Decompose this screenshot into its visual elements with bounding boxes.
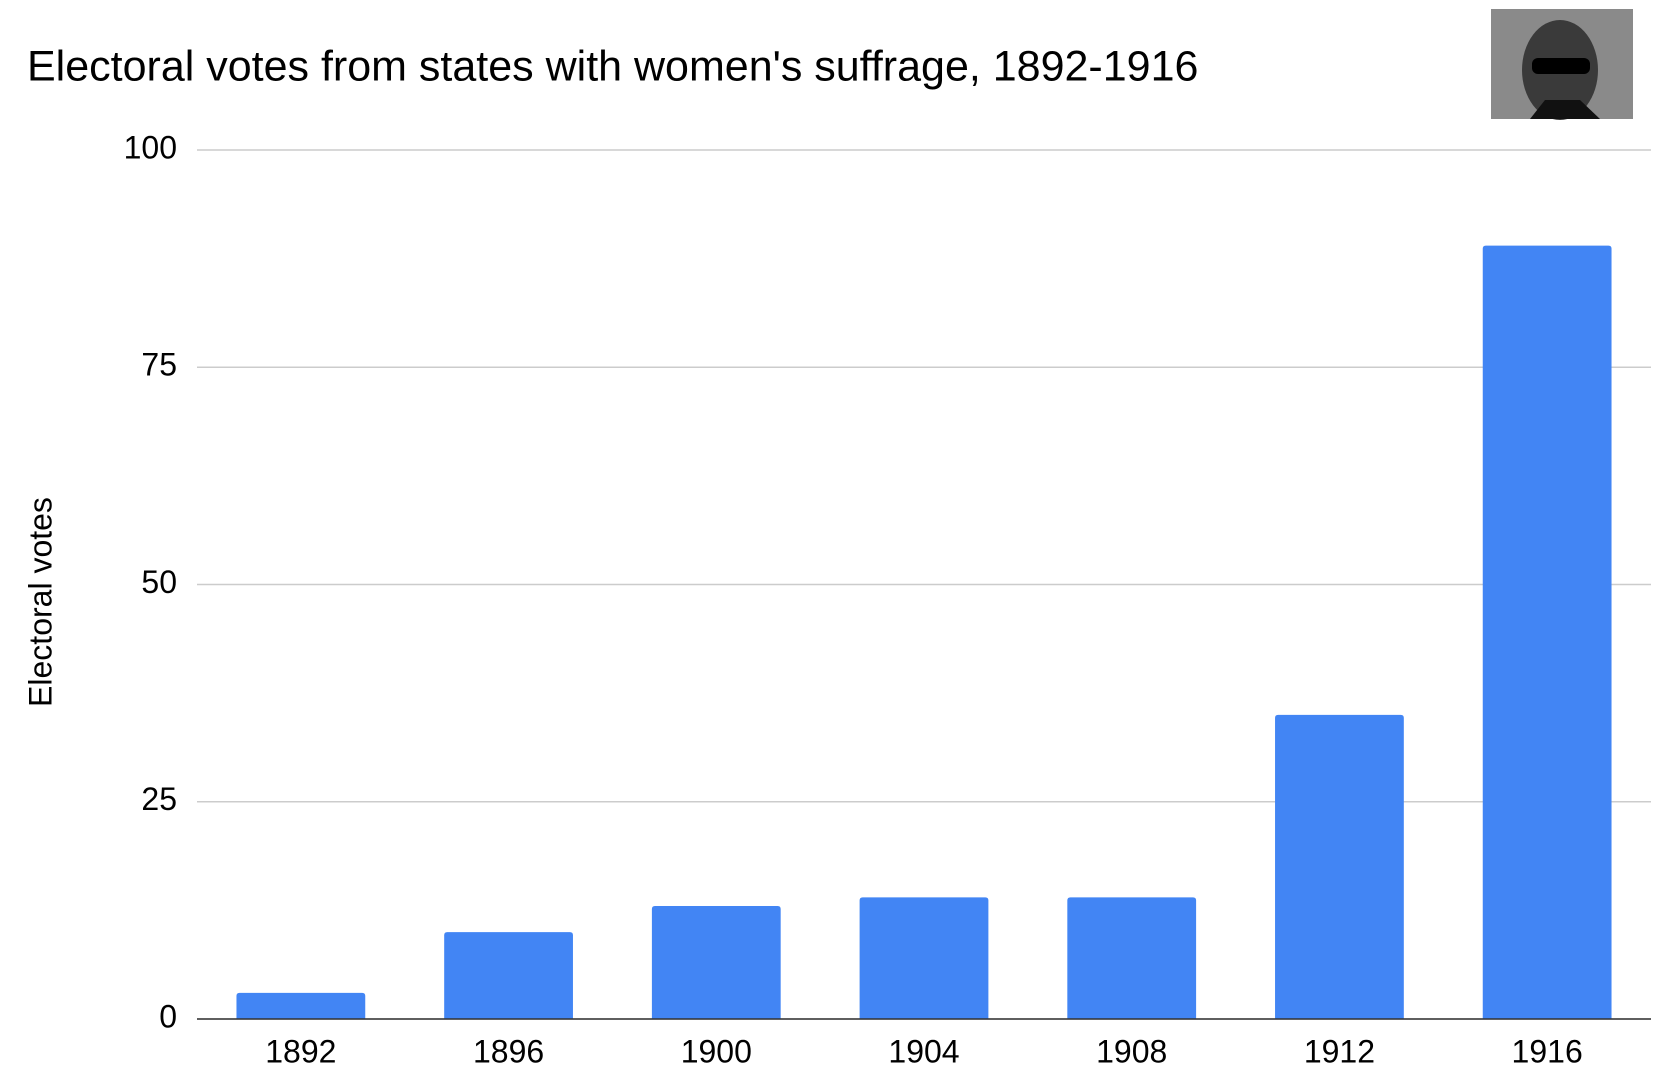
- portrait-image: [1491, 9, 1633, 120]
- chart-title: Electoral votes from states with women's…: [27, 42, 1198, 90]
- x-tick-label: 1892: [265, 1033, 336, 1069]
- bar: [1067, 897, 1197, 1019]
- y-tick-label: 0: [159, 998, 177, 1034]
- bar: [859, 897, 989, 1019]
- x-tick-label: 1896: [473, 1033, 544, 1069]
- y-tick-label: 100: [124, 129, 177, 165]
- x-tick-label: 1904: [888, 1033, 959, 1069]
- y-tick-label: 50: [141, 564, 177, 600]
- x-tick-label: 1908: [1096, 1033, 1167, 1069]
- bar: [1482, 245, 1612, 1020]
- bar: [444, 932, 573, 1019]
- y-tick-label: 75: [141, 347, 177, 383]
- x-tick-label: 1912: [1304, 1033, 1375, 1069]
- y-axis-label: Electoral votes: [22, 497, 58, 707]
- y-tick-label: 25: [141, 781, 177, 817]
- bar: [236, 992, 366, 1019]
- x-tick-label: 1900: [681, 1033, 752, 1069]
- bar: [1275, 714, 1404, 1019]
- x-tick-label: 1916: [1512, 1033, 1583, 1069]
- bar: [651, 906, 781, 1019]
